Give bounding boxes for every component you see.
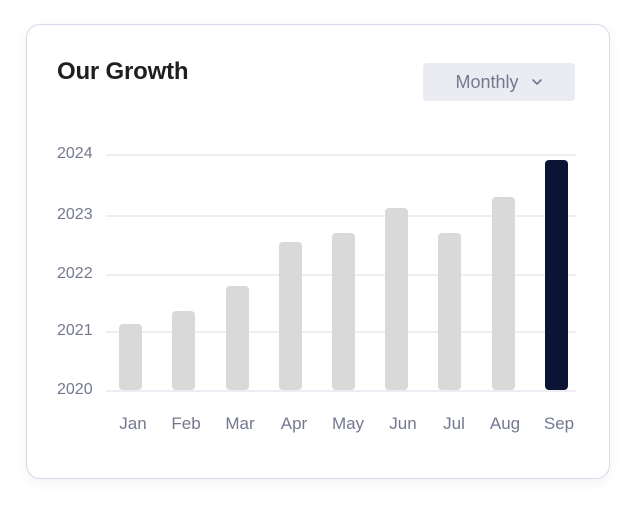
y-tick-label: 2022 xyxy=(57,265,93,282)
y-tick-label: 2020 xyxy=(57,381,93,398)
chevron-down-icon xyxy=(531,79,542,85)
x-tick-label: Aug xyxy=(489,414,521,433)
bar-sep[interactable] xyxy=(545,160,568,390)
bar-feb[interactable] xyxy=(172,311,195,390)
bar-aug[interactable] xyxy=(492,197,515,390)
bar-apr[interactable] xyxy=(279,242,302,390)
x-tick-label: Apr xyxy=(280,414,308,433)
x-tick-label: Mar xyxy=(225,414,255,433)
bar-may[interactable] xyxy=(332,233,355,390)
x-tick-label: Jan xyxy=(119,414,147,433)
x-tick-label: Sep xyxy=(543,414,575,433)
chart-title: Our Growth xyxy=(57,58,189,85)
bar-mar[interactable] xyxy=(226,286,249,390)
period-dropdown[interactable]: Monthly xyxy=(423,63,575,101)
x-tick-label: Feb xyxy=(171,414,201,433)
bar-jan[interactable] xyxy=(119,324,142,390)
y-tick-label: 2023 xyxy=(57,206,93,223)
period-dropdown-label: Monthly xyxy=(455,71,519,92)
y-tick-label: 2021 xyxy=(57,322,93,339)
gridline xyxy=(106,154,576,156)
gridline xyxy=(106,215,576,217)
bar-jul[interactable] xyxy=(438,233,461,390)
x-tick-label: Jul xyxy=(443,414,465,433)
x-tick-label: Jun xyxy=(389,414,417,433)
bar-jun[interactable] xyxy=(385,208,408,390)
gridline xyxy=(106,390,576,392)
y-tick-label: 2024 xyxy=(57,145,93,162)
x-tick-label: May xyxy=(331,414,365,433)
